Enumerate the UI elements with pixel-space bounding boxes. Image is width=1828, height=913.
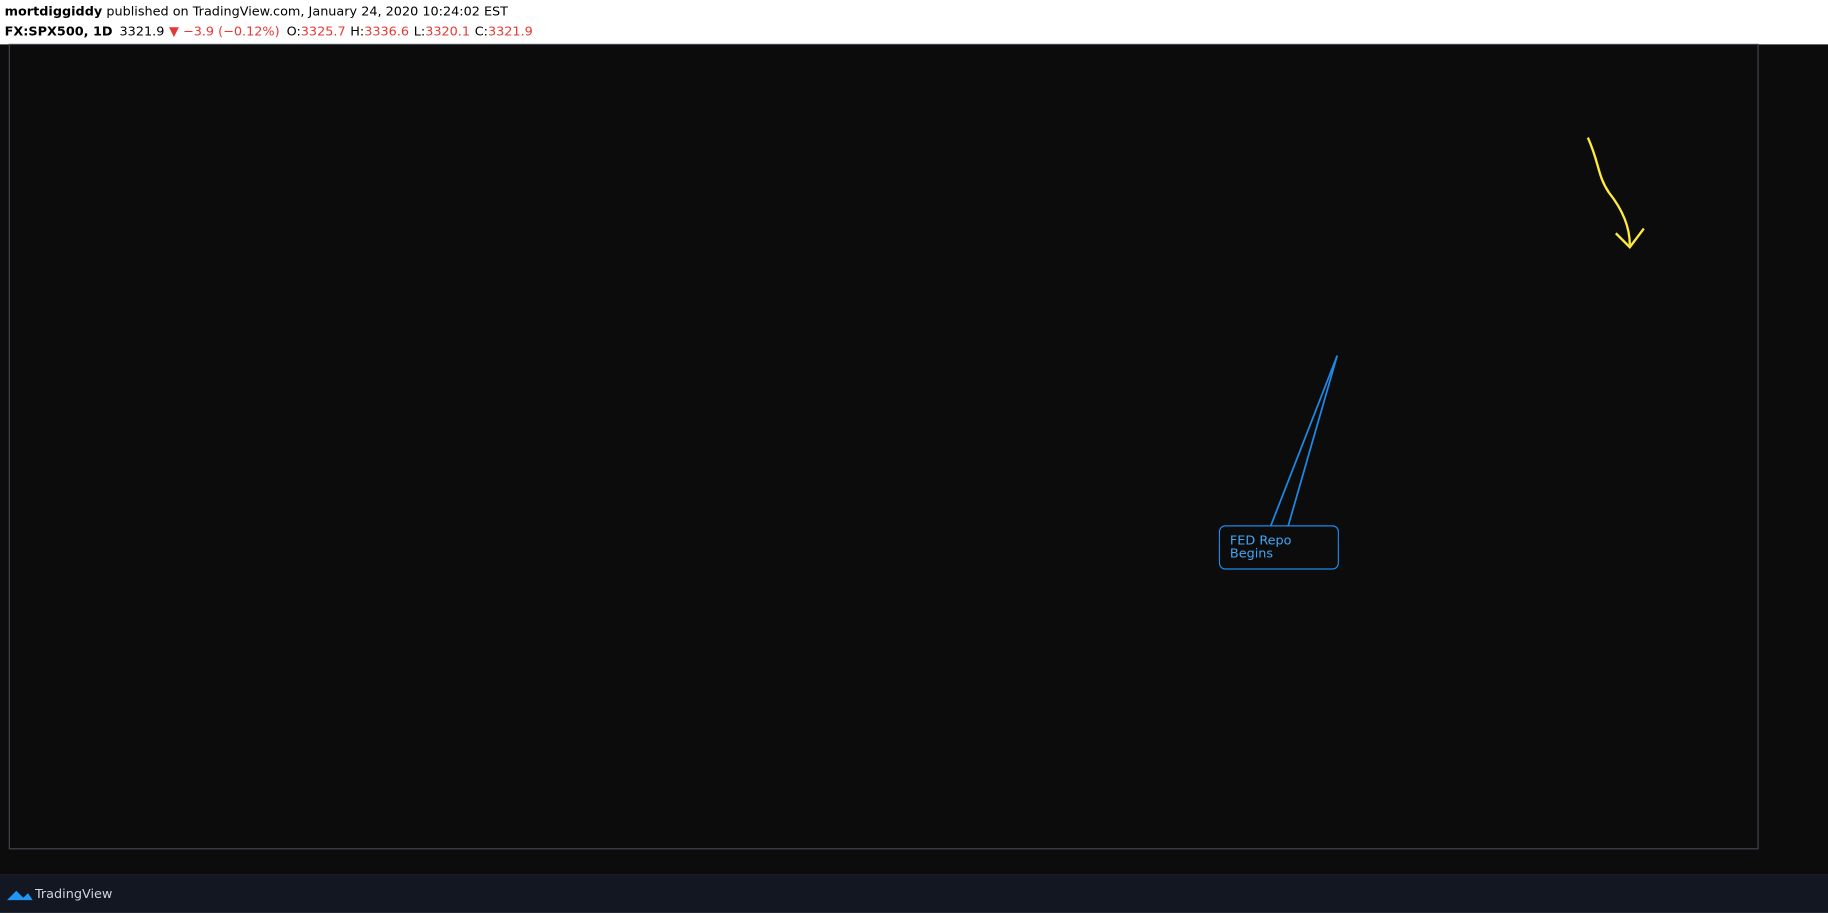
logo bbox=[6, 890, 33, 901]
footer-bg bbox=[0, 874, 1828, 913]
header-bg bbox=[0, 0, 1828, 45]
header-line-1: mortdiggiddy published on TradingView.co… bbox=[5, 4, 509, 19]
published: published on TradingView.com, January 24… bbox=[102, 4, 508, 19]
ohlc-value: 3321.9 bbox=[488, 24, 533, 39]
arrow-head bbox=[1614, 227, 1645, 250]
ohlc-value: 3325.7 bbox=[301, 24, 346, 39]
footer-brand: TradingView bbox=[34, 887, 112, 902]
pane-border bbox=[8, 43, 1759, 850]
symbol: FX:SPX500, 1D bbox=[5, 24, 113, 39]
ohlc-key: H: bbox=[350, 24, 364, 39]
note-line: FED Repo bbox=[1230, 534, 1292, 549]
ohlc-key: O: bbox=[287, 24, 301, 39]
ohlc-value: 3336.6 bbox=[364, 24, 409, 39]
author: mortdiggiddy bbox=[5, 4, 103, 19]
header-line-2: FX:SPX500, 1D 3321.9 ▼ −3.9 (−0.12%) O:3325… bbox=[5, 24, 533, 39]
note-line: Begins bbox=[1230, 546, 1273, 561]
change: ▼ −3.9 (−0.12%) bbox=[169, 24, 280, 39]
last-price: 3321.9 bbox=[120, 24, 165, 39]
note-pointer bbox=[1269, 355, 1339, 527]
ohlc-key: C: bbox=[475, 24, 488, 39]
chart-bg bbox=[0, 44, 1828, 875]
note-pointer bbox=[1287, 355, 1339, 527]
note-box bbox=[1218, 525, 1339, 570]
ohlc-key: L: bbox=[414, 24, 425, 39]
arrow bbox=[1586, 137, 1631, 245]
ohlc-value: 3320.1 bbox=[425, 24, 470, 39]
